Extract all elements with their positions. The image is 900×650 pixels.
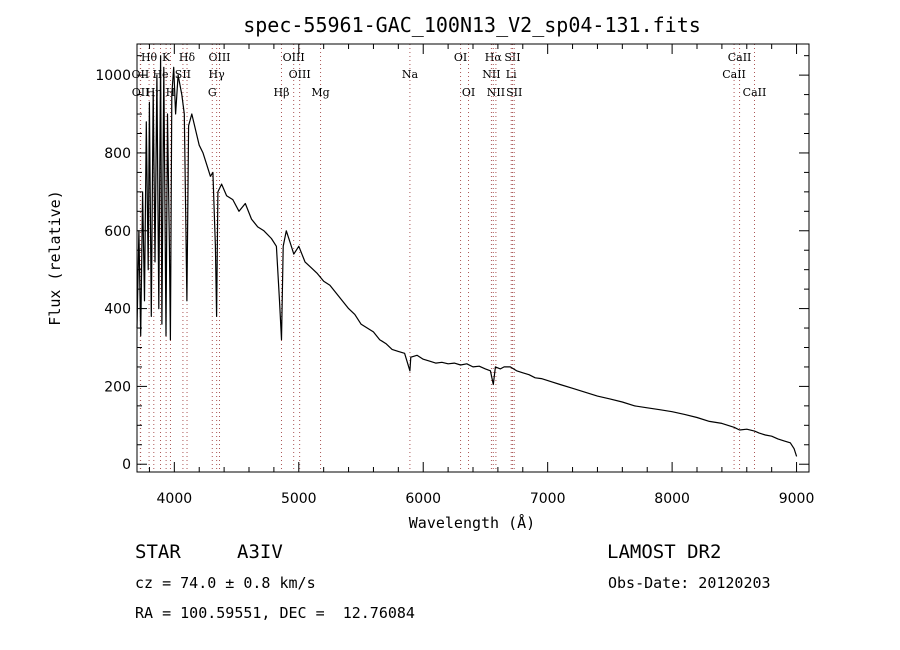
line-marker-label-7: SII bbox=[504, 51, 520, 64]
x-tick-label-3: 7000 bbox=[530, 491, 566, 507]
y-axis-ticks: 0 200 400 600 800 1000 bbox=[95, 55, 809, 473]
line-marker-label-25: NII bbox=[487, 86, 505, 99]
y-tick-label-2: 400 bbox=[104, 302, 131, 318]
survey-name: LAMOST DR2 bbox=[607, 541, 722, 563]
line-marker-label-16: Li bbox=[506, 68, 517, 81]
object-subclass: A3IV bbox=[237, 541, 283, 563]
line-marker-label-14: Na bbox=[402, 68, 419, 81]
x-tick-label-0: 4000 bbox=[157, 491, 193, 507]
line-marker-label-2: Hδ bbox=[179, 51, 196, 64]
x-tick-label-2: 6000 bbox=[405, 491, 441, 507]
observation-date: Obs-Date: 20120203 bbox=[608, 574, 771, 592]
y-tick-label-0: 0 bbox=[122, 457, 131, 473]
line-marker-label-6: Hα bbox=[485, 51, 503, 64]
redshift-velocity: cz = 74.0 ± 0.8 km/s bbox=[135, 574, 316, 592]
line-marker-label-27: CaII bbox=[743, 86, 767, 99]
line-marker-label-3: OIII bbox=[208, 51, 230, 64]
line-marker-label-1: K bbox=[162, 51, 171, 64]
line-marker-label-26: SII bbox=[506, 86, 522, 99]
line-marker-label-20: H bbox=[166, 86, 176, 99]
line-marker-label-8: CaII bbox=[728, 51, 752, 64]
line-marker-label-21: G bbox=[208, 86, 217, 99]
spectrum-series-0 bbox=[136, 55, 798, 457]
y-tick-label-1: 200 bbox=[104, 379, 131, 395]
sky-coordinates: RA = 100.59551, DEC = 12.76084 bbox=[135, 604, 415, 622]
x-axis-ticks: 4000 5000 6000 7000 8000 9000 bbox=[148, 44, 815, 507]
line-marker-label-18: OII bbox=[132, 86, 150, 99]
line-marker-label-11: SII bbox=[175, 68, 191, 81]
x-tick-label-4: 8000 bbox=[654, 491, 690, 507]
x-tick-label-5: 9000 bbox=[779, 491, 815, 507]
y-tick-label-4: 800 bbox=[104, 146, 131, 162]
line-marker-label-12: Hγ bbox=[209, 68, 226, 81]
plot-frame bbox=[136, 43, 810, 473]
y-tick-label-3: 600 bbox=[104, 224, 131, 240]
series-group bbox=[136, 55, 798, 457]
object-class: STAR bbox=[135, 541, 181, 563]
line-marker-label-9: OII bbox=[132, 68, 150, 81]
x-tick-label-1: 5000 bbox=[281, 491, 317, 507]
x-axis-label: Wavelength (Å) bbox=[409, 513, 535, 532]
y-axis-label: Flux (relative) bbox=[46, 190, 64, 325]
line-marker-label-13: OIII bbox=[289, 68, 311, 81]
line-marker-label-22: Hβ bbox=[274, 86, 290, 99]
line-marker-label-15: NII bbox=[482, 68, 500, 81]
line-marker-label-0: Hθ bbox=[141, 51, 158, 64]
line-marker-label-4: OIII bbox=[283, 51, 305, 64]
line-marker-label-24: OI bbox=[462, 86, 475, 99]
line-marker-label-23: Mg bbox=[311, 86, 329, 99]
y-tick-label-5: 1000 bbox=[95, 68, 131, 84]
line-marker-label-5: OI bbox=[454, 51, 467, 64]
chart-title: spec-55961-GAC_100N13_V2_sp04-131.fits bbox=[243, 13, 701, 37]
line-marker-label-17: CaII bbox=[722, 68, 746, 81]
